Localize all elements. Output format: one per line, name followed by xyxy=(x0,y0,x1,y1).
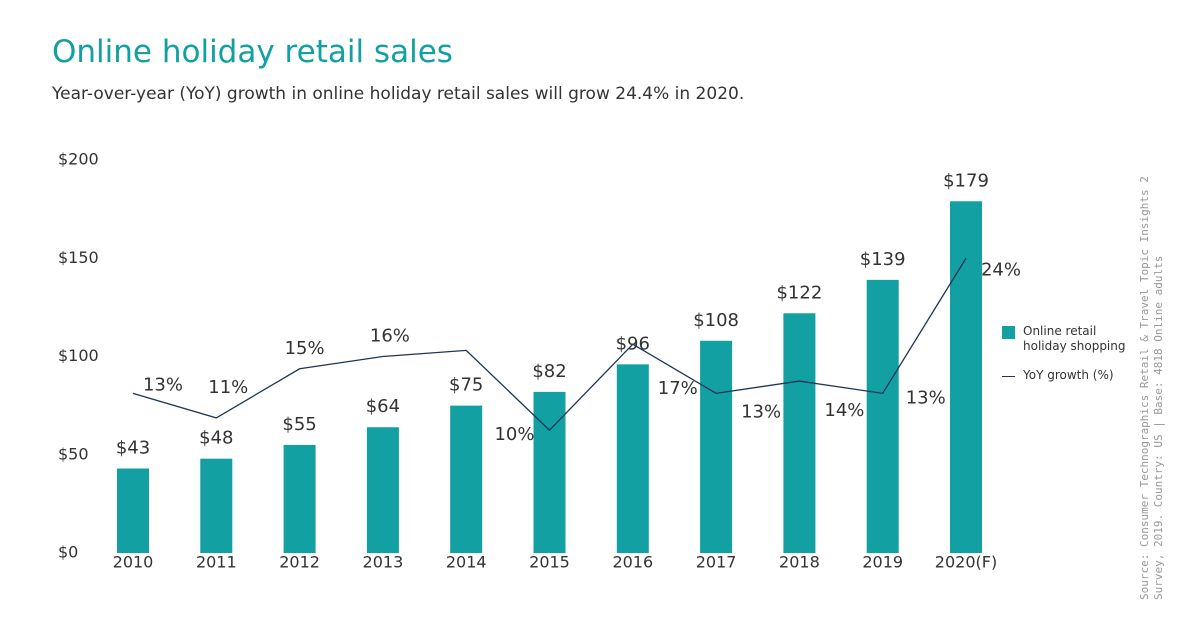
legend-swatch xyxy=(1002,326,1015,339)
bar-value-label: $75 xyxy=(449,375,483,396)
line-value-label: 15% xyxy=(285,338,325,359)
x-tick-label: 2017 xyxy=(696,553,737,572)
line-value-label: 13% xyxy=(741,401,781,422)
bar-value-label: $48 xyxy=(199,428,233,449)
y-tick-label: $0 xyxy=(58,543,78,562)
bar-value-label: $179 xyxy=(943,170,989,191)
legend-label: Online retail holiday shopping xyxy=(1023,324,1126,353)
legend-swatch xyxy=(1002,376,1015,377)
bar xyxy=(950,201,982,553)
bar-value-label: $64 xyxy=(366,396,400,417)
x-tick-label: 2014 xyxy=(446,553,487,572)
bar-value-label: $139 xyxy=(860,249,906,270)
y-tick-label: $150 xyxy=(58,248,99,267)
bar xyxy=(700,340,733,553)
bar xyxy=(533,391,566,553)
bar xyxy=(450,405,483,553)
bar xyxy=(200,458,233,553)
chart-subtitle: Year-over-year (YoY) growth in online ho… xyxy=(52,84,745,104)
y-tick-label: $100 xyxy=(58,346,99,365)
line-value-label: 13% xyxy=(143,374,183,395)
line-value-label: 13% xyxy=(906,387,946,408)
x-tick-label: 2013 xyxy=(363,553,404,572)
x-tick-label: 2011 xyxy=(196,553,237,572)
line-value-label: 17% xyxy=(658,378,698,399)
bar-value-label: $43 xyxy=(116,438,150,459)
source-note: Source: Consumer Technographics Retail &… xyxy=(1138,176,1165,600)
x-tick-label: 2015 xyxy=(529,553,570,572)
y-tick-label: $50 xyxy=(58,444,89,463)
bar xyxy=(783,313,816,553)
line-series xyxy=(132,257,967,432)
bar xyxy=(866,279,899,553)
x-tick-label: 2020(F) xyxy=(935,553,997,572)
x-tick-label: 2012 xyxy=(279,553,320,572)
legend-label: YoY growth (%) xyxy=(1023,368,1114,382)
bar xyxy=(283,444,316,553)
bar-value-label: $108 xyxy=(693,310,739,331)
x-tick-label: 2016 xyxy=(612,553,653,572)
x-tick-label: 2018 xyxy=(779,553,820,572)
bar-value-label: $82 xyxy=(532,361,566,382)
line-value-label: 10% xyxy=(494,424,534,445)
line-value-label: 24% xyxy=(981,259,1021,280)
line-value-label: 14% xyxy=(824,400,864,421)
line-value-label: 16% xyxy=(370,326,410,347)
x-tick-label: 2010 xyxy=(113,553,154,572)
bar xyxy=(117,468,149,553)
line-value-label: 11% xyxy=(208,377,248,398)
legend-item: Online retail holiday shopping xyxy=(1002,324,1135,354)
bar-value-label: $55 xyxy=(282,414,316,435)
y-tick-label: $200 xyxy=(58,150,99,169)
bar xyxy=(366,427,399,553)
bar xyxy=(616,364,649,553)
legend-item: YoY growth (%) xyxy=(1002,368,1135,383)
chart-title: Online holiday retail sales xyxy=(52,34,453,70)
legend: Online retail holiday shopping YoY growt… xyxy=(1002,324,1135,397)
x-tick-label: 2019 xyxy=(862,553,903,572)
bar-value-label: $122 xyxy=(776,282,822,303)
